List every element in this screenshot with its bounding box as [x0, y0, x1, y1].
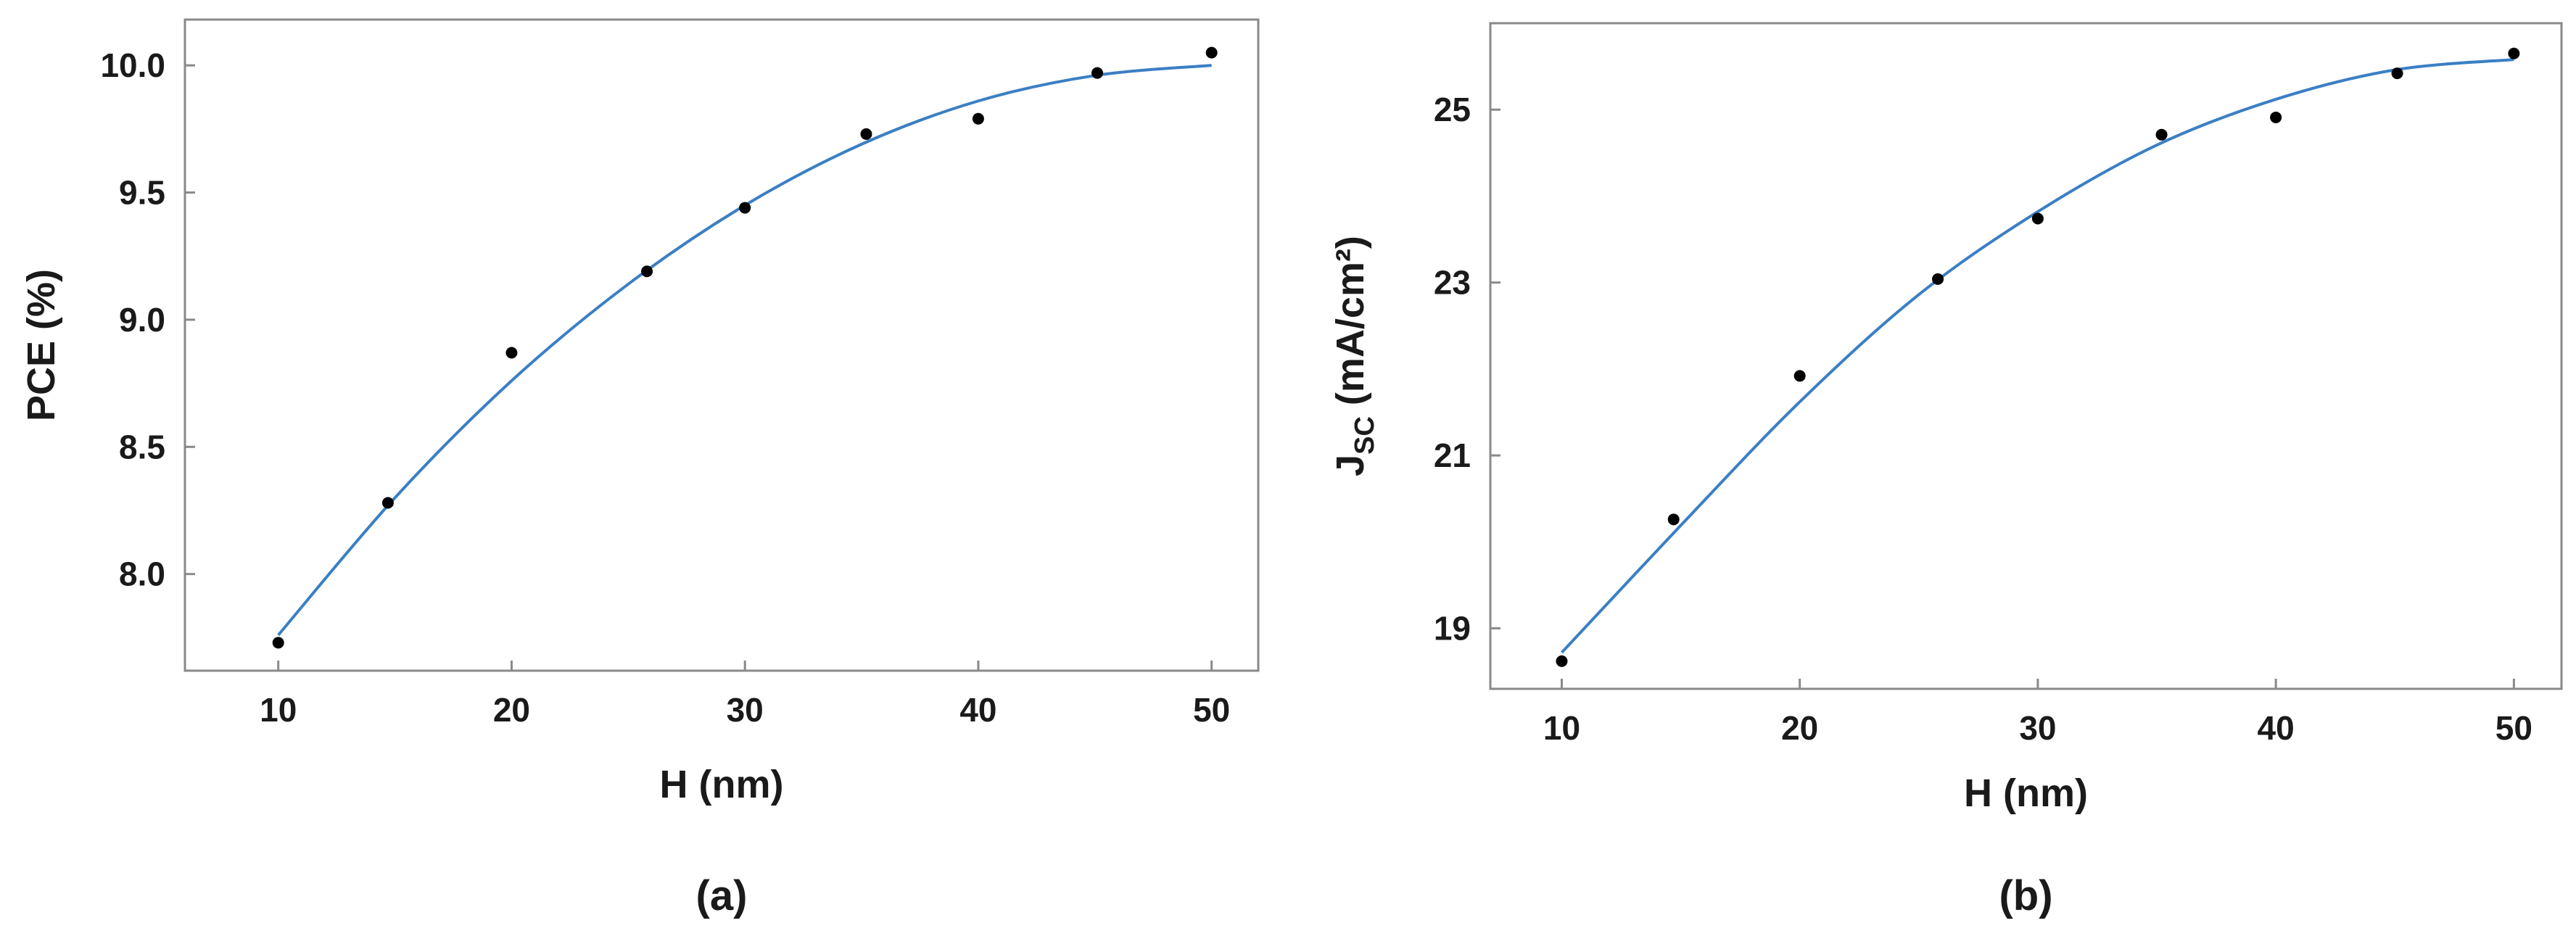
data-point [1793, 370, 1806, 382]
data-point [505, 347, 518, 359]
data-point [1091, 67, 1103, 79]
x-tick-label: 40 [2258, 709, 2295, 747]
data-point [381, 497, 394, 509]
x-tick-label: 50 [2496, 709, 2532, 747]
x-tick-label: 50 [1193, 691, 1230, 729]
y-axis-label-subscript: SC [1350, 416, 1380, 455]
panel-a: 10 20 30 40 50 8.0 8.5 9.0 9.5 10.0 H (nm) PCE (%) (… [20, 18, 1260, 919]
y-axis-label: PCE (%) [20, 269, 63, 421]
x-tick-label: 10 [260, 691, 297, 729]
data-point [2508, 47, 2520, 59]
data-point [972, 112, 984, 125]
x-tick-label: 30 [2019, 709, 2056, 747]
y-tick-label: 8.0 [119, 555, 165, 593]
data-point [1667, 513, 1680, 526]
x-tick-label: 10 [1543, 709, 1580, 747]
data-point [641, 265, 653, 278]
x-axis-label: H (nm) [660, 763, 784, 806]
x-tick-label: 20 [1781, 709, 1818, 747]
y-tick-label: 23 [1434, 264, 1471, 302]
y-tick-label: 9.5 [119, 174, 165, 212]
x-tick-label: 30 [727, 691, 764, 729]
x-axis-label: H (nm) [1964, 771, 2088, 815]
data-point [1205, 46, 1218, 59]
data-point [2155, 128, 2168, 141]
y-tick-label: 21 [1434, 436, 1471, 474]
y-tick-label: 19 [1434, 610, 1471, 647]
data-point [2031, 212, 2044, 225]
y-axis-label-main: J [1329, 455, 1372, 476]
y-tick-label: 9.0 [119, 301, 165, 339]
plot-frame [1489, 22, 2563, 690]
fit-curve [277, 64, 1212, 637]
fit-curve [1561, 58, 2514, 654]
data-point [860, 128, 872, 140]
x-tick-label: 40 [959, 691, 996, 729]
data-point [2270, 111, 2282, 123]
data-point [1932, 273, 1944, 285]
y-tick-label: 10.0 [100, 46, 165, 84]
plot-frame [183, 18, 1260, 672]
y-axis-label: JSC (mA/cm²) [1329, 236, 1380, 476]
panel-b: 10 20 30 40 50 19 21 23 25 H (nm) JSC (mA/cm²) (b) [1329, 22, 2563, 919]
data-point [272, 637, 284, 649]
y-tick-label: 25 [1434, 91, 1471, 128]
y-tick-label: 8.5 [119, 428, 165, 466]
x-tick-label: 20 [493, 691, 530, 729]
data-point [2391, 67, 2403, 80]
panel-label: (a) [696, 872, 748, 919]
data-point [739, 202, 751, 214]
y-axis-label-units: (mA/cm²) [1329, 236, 1372, 416]
panel-label: (b) [1999, 872, 2052, 919]
data-point [1556, 655, 1568, 667]
